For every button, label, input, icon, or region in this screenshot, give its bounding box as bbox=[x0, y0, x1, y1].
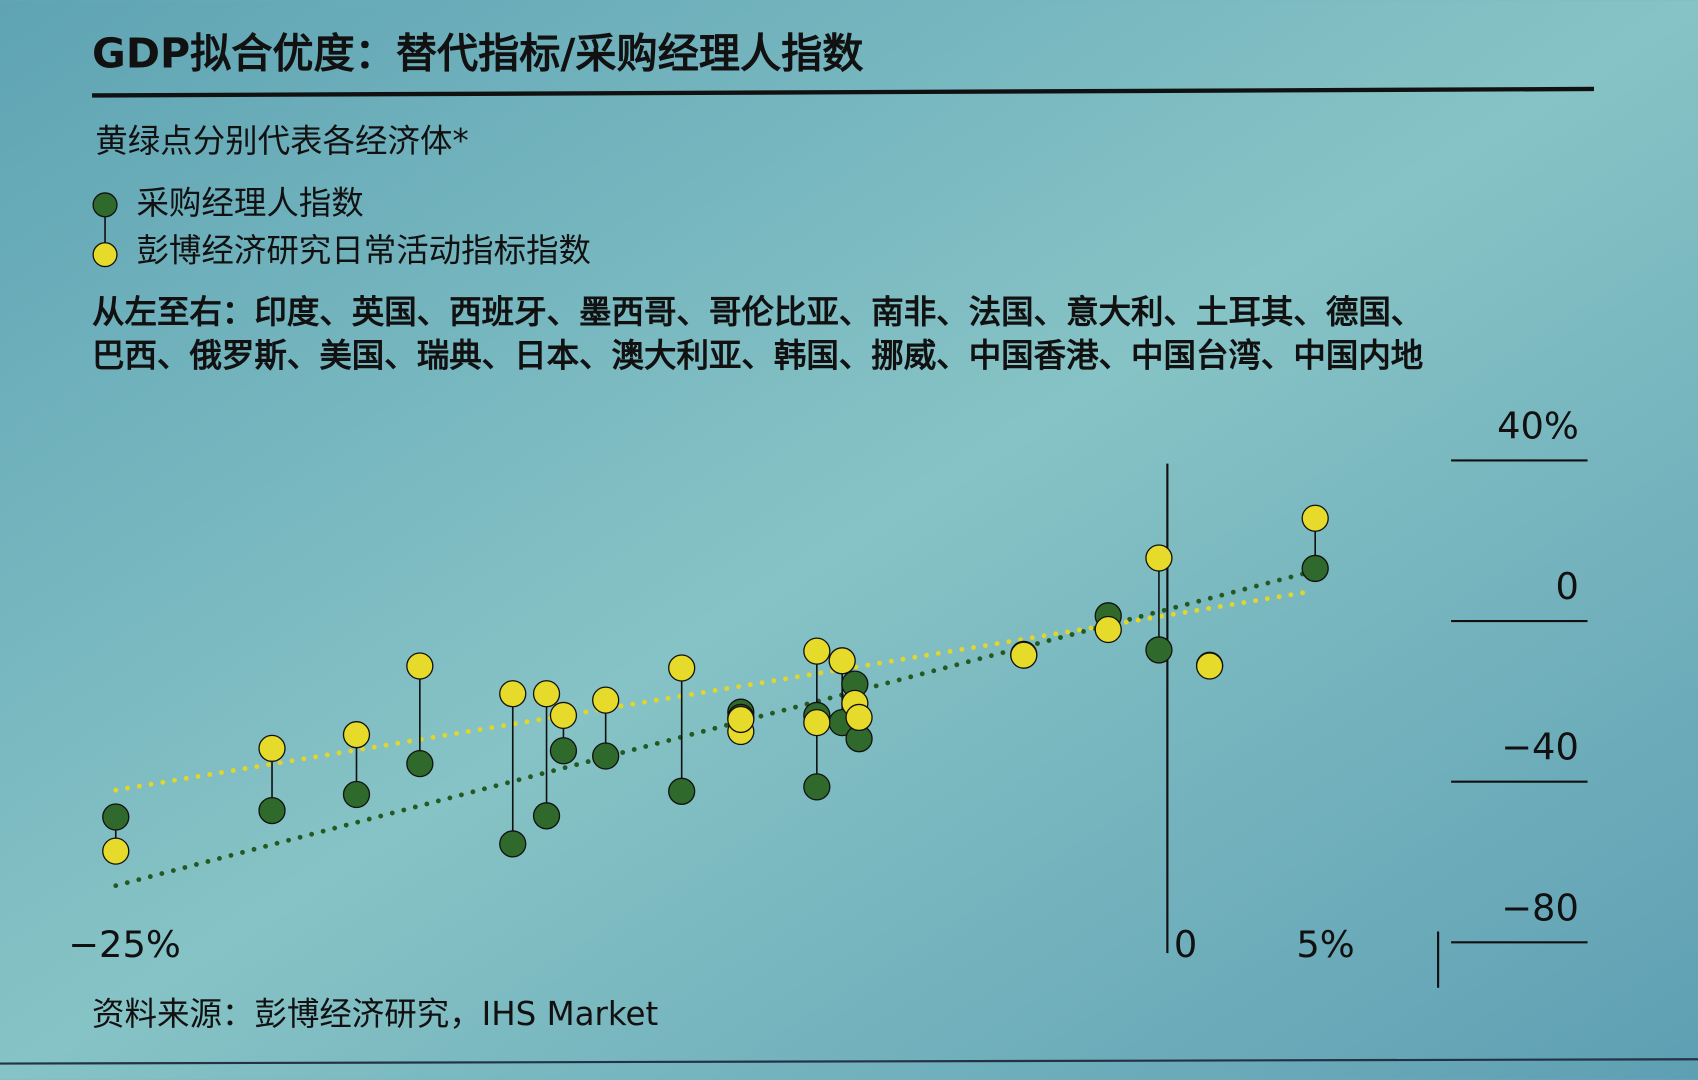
activity-dot bbox=[342, 721, 371, 749]
pmi-dot bbox=[803, 773, 831, 801]
pmi-dot bbox=[406, 749, 434, 778]
legend-label: 彭博经济研究日常活动指标指数 bbox=[136, 231, 591, 269]
legend-label: 采购经理人指数 bbox=[136, 184, 363, 222]
title-rule bbox=[92, 86, 1595, 98]
activity-dot bbox=[258, 734, 286, 762]
pmi-dot bbox=[1301, 554, 1329, 583]
trend-line bbox=[113, 589, 1310, 793]
activity-dot bbox=[499, 680, 527, 708]
pmi-dot bbox=[342, 780, 371, 809]
x-tick-label: 0 bbox=[1174, 923, 1197, 966]
subtitle: 黄绿点分别代表各经济体* bbox=[95, 122, 468, 160]
chart-title: GDP拟合优度：替代指标/采购经理人指数 bbox=[92, 29, 864, 77]
y-tick-label: −40 bbox=[1501, 726, 1579, 769]
activity-dot bbox=[592, 686, 620, 714]
legend-marker-green bbox=[92, 192, 118, 218]
activity-dot bbox=[532, 680, 561, 708]
order-note: 从左至右：印度、英国、西班牙、墨西哥、哥伦比亚、南非、法国、意大利、土耳其、德国… bbox=[92, 293, 1423, 331]
legend-marker-yellow bbox=[92, 242, 118, 268]
bottom-rule bbox=[0, 1058, 1698, 1065]
activity-dot bbox=[1301, 504, 1329, 532]
source: 资料来源：彭博经济研究，IHS Market bbox=[92, 995, 658, 1033]
activity-dot bbox=[1195, 652, 1224, 680]
pmi-dot bbox=[592, 742, 620, 770]
pmi-dot bbox=[258, 796, 286, 825]
y-tick-label: 0 bbox=[1555, 565, 1578, 608]
activity-dot bbox=[803, 637, 831, 665]
x-tick-label: 5% bbox=[1296, 923, 1354, 966]
pmi-dot bbox=[668, 777, 696, 805]
pmi-dot bbox=[532, 802, 561, 830]
activity-dot bbox=[1094, 615, 1122, 644]
activity-dot bbox=[406, 652, 434, 680]
activity-dot bbox=[727, 705, 755, 734]
activity-dot bbox=[845, 703, 873, 732]
activity-dot bbox=[549, 701, 578, 730]
pmi-dot bbox=[1145, 636, 1173, 664]
activity-dot bbox=[1010, 641, 1038, 669]
activity-dot bbox=[1145, 544, 1173, 572]
activity-dot bbox=[102, 837, 130, 865]
activity-dot bbox=[668, 654, 696, 682]
activity-dot bbox=[828, 647, 856, 675]
y-tick-label: 40% bbox=[1497, 404, 1579, 447]
y-tick-label: −80 bbox=[1501, 886, 1579, 929]
activity-dot bbox=[803, 708, 831, 737]
pmi-dot bbox=[499, 830, 527, 858]
pmi-dot bbox=[102, 803, 130, 831]
pmi-dot bbox=[549, 737, 578, 765]
x-tick-label: −25% bbox=[68, 923, 181, 966]
order-note: 巴西、俄罗斯、美国、瑞典、日本、澳大利亚、韩国、挪威、中国香港、中国台湾、中国内… bbox=[92, 337, 1423, 375]
